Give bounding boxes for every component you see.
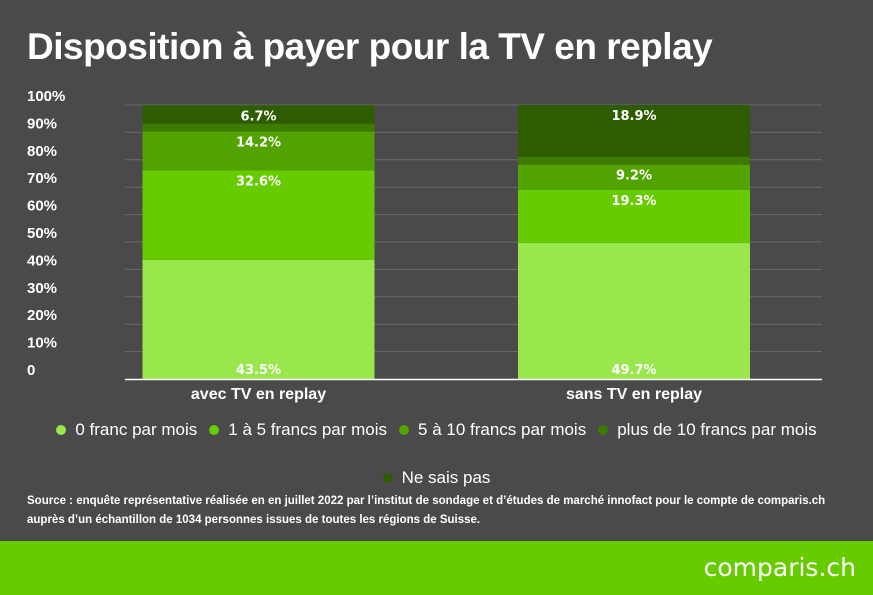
bar-segment: [142, 123, 375, 132]
legend-swatch: [209, 425, 220, 435]
x-tick-label: sans TV en replay: [566, 386, 702, 403]
y-tick-label: 60%: [27, 198, 57, 215]
legend-item: Ne sais pas: [382, 468, 491, 488]
bar-segment: [142, 105, 375, 124]
y-tick-label: 20%: [27, 307, 57, 324]
legend-item: plus de 10 francs par mois: [598, 420, 817, 440]
data-label: 43.5%: [236, 363, 281, 378]
y-tick-label: 50%: [27, 225, 57, 242]
y-tick-label: 80%: [27, 143, 57, 160]
bar-segment: [518, 156, 750, 165]
source-note: Source : enquête représentative réalisée…: [27, 495, 826, 526]
bar-segment: [518, 105, 750, 157]
legend-swatch: [56, 425, 67, 435]
legend-swatch: [399, 425, 410, 435]
y-tick-label: 100%: [27, 88, 65, 105]
legend-label: Ne sais pas: [401, 468, 491, 487]
legend-item: 1 à 5 francs par mois: [209, 420, 387, 440]
bar-segment: [142, 170, 375, 260]
legend-swatch: [598, 425, 609, 435]
y-tick-label: 70%: [27, 170, 57, 187]
comparis-logo: comparis.ch: [703, 553, 856, 582]
bar-segment: [518, 242, 750, 379]
legend-swatch: [382, 473, 393, 483]
data-label: 19.3%: [611, 194, 656, 209]
bar-segment: [142, 131, 375, 171]
bar-segment: [518, 189, 750, 243]
brand-footer: comparis.ch: [0, 541, 873, 595]
bar-segment: [142, 259, 375, 379]
chart-legend: 0 franc par mois 1 à 5 francs par mois 5 à…: [0, 420, 873, 488]
y-tick-label: 40%: [27, 252, 57, 269]
y-tick-label: 0: [27, 362, 35, 379]
legend-label: 0 franc par mois: [75, 420, 198, 439]
legend-label: 5 à 10 francs par mois: [418, 420, 587, 439]
y-tick-label: 10%: [27, 335, 57, 352]
data-label: 6.7%: [240, 109, 276, 124]
data-label: 18.9%: [611, 109, 656, 124]
legend-label: 1 à 5 francs par mois: [228, 420, 388, 439]
y-tick-label: 30%: [27, 280, 57, 297]
bar-segment: [518, 164, 750, 190]
legend-label: plus de 10 francs par mois: [617, 420, 817, 439]
y-tick-label: 90%: [27, 115, 57, 132]
legend-item: 5 à 10 francs par mois: [399, 420, 586, 440]
data-label: 32.6%: [236, 174, 281, 189]
chart-title: Disposition à payer pour la TV en replay: [27, 26, 713, 67]
x-tick-label: avec TV en replay: [191, 386, 326, 403]
data-label: 14.2%: [236, 136, 281, 151]
legend-item: 0 franc par mois: [56, 420, 197, 440]
stacked-bar-chart: 0 10% 20% 30% 40% 50% 60% 70% 80% 90% 100% 43.5% 32.…: [27, 88, 822, 403]
data-label: 49.7%: [611, 363, 656, 378]
data-label: 9.2%: [616, 169, 652, 184]
